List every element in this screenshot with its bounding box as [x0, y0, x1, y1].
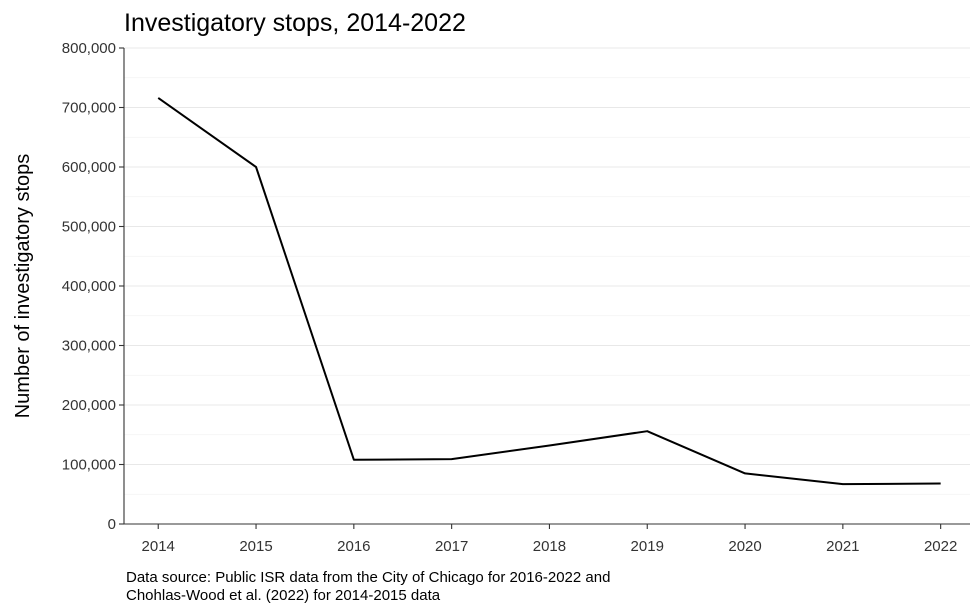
- x-tick-label: 2018: [533, 538, 566, 555]
- x-tick-label: 2014: [142, 538, 175, 555]
- y-tick-label: 200,000: [62, 397, 116, 414]
- grid: [124, 47, 970, 525]
- y-axis-ticks: 0 100,000 200,000 300,000 400,000 500,000 600,…: [62, 40, 124, 533]
- y-axis-title: Number of investigatory stops: [12, 154, 34, 419]
- y-tick-label: 800,000: [62, 40, 116, 57]
- y-tick-label: 0: [108, 516, 116, 533]
- y-tick-label: 600,000: [62, 159, 116, 176]
- series-line: [157, 97, 941, 486]
- y-tick-label: 300,000: [62, 338, 116, 355]
- caption-line-2: Chohlas-Wood et al. (2022) for 2014-2015…: [126, 587, 441, 604]
- series: [157, 97, 941, 486]
- x-tick-label: 2019: [631, 538, 664, 555]
- x-tick-label: 2015: [239, 538, 272, 555]
- x-tick-label: 2016: [337, 538, 370, 555]
- y-tick-label: 700,000: [62, 100, 116, 117]
- caption-line-1: Data source: Public ISR data from the Ci…: [126, 569, 610, 586]
- x-tick-label: 2017: [435, 538, 468, 555]
- x-axis-ticks: 2014 2015 2016 2017 2018 2019 2020 2021 2022: [142, 524, 957, 555]
- caption: Data source: Public ISR data from the Ci…: [126, 569, 610, 604]
- chart-title: Investigatory stops, 2014-2022: [124, 9, 466, 37]
- y-tick-label: 100,000: [62, 457, 116, 474]
- x-tick-label: 2022: [924, 538, 957, 555]
- y-tick-label: 500,000: [62, 219, 116, 236]
- x-tick-label: 2020: [728, 538, 761, 555]
- x-tick-label: 2021: [826, 538, 859, 555]
- y-tick-label: 400,000: [62, 278, 116, 295]
